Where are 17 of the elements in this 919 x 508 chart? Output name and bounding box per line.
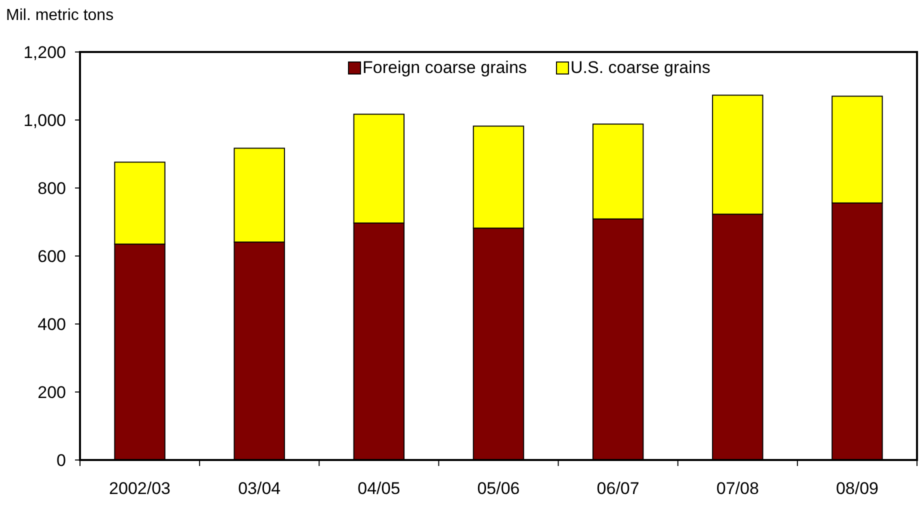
y-tick-label: 800: [38, 178, 66, 198]
legend-label: U.S. coarse grains: [570, 58, 710, 77]
y-tick-label: 1,000: [23, 110, 66, 130]
x-tick-label: 05/06: [477, 479, 520, 498]
y-tick-label: 200: [38, 382, 66, 402]
x-tick-label: 2002/03: [109, 479, 171, 498]
y-axis-title: Mil. metric tons: [6, 7, 114, 24]
x-tick-label: 08/09: [836, 479, 878, 498]
x-tick-label: 07/08: [716, 479, 759, 498]
x-tick-label: 03/04: [238, 479, 281, 498]
y-tick-label: 600: [38, 246, 66, 266]
y-tick-label: 0: [56, 450, 66, 470]
y-tick-label: 400: [38, 314, 66, 334]
legend-label: Foreign coarse grains: [362, 58, 527, 77]
y-tick-label: 1,200: [23, 42, 66, 62]
x-tick-label: 06/07: [596, 479, 640, 498]
x-tick-label: 04/05: [358, 479, 400, 498]
